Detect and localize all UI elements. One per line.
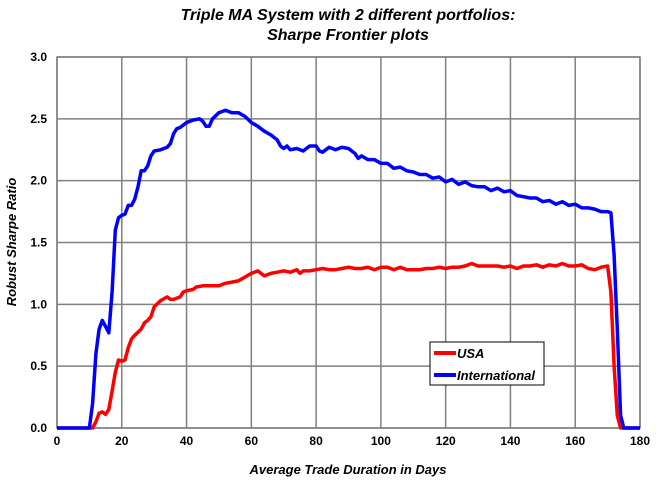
y-tick-label: 3.0 xyxy=(30,50,47,64)
y-tick-label: 2.5 xyxy=(30,112,47,126)
chart-title-line-2: Sharpe Frontier plots xyxy=(267,27,429,44)
series-lines xyxy=(57,108,640,430)
x-tick-label: 160 xyxy=(565,434,585,448)
x-tick-label: 140 xyxy=(500,434,520,448)
legend-label-usa: USA xyxy=(457,346,484,361)
x-tick-label: 100 xyxy=(371,434,391,448)
x-tick-label: 0 xyxy=(54,434,61,448)
y-tick-label: 0.5 xyxy=(30,359,47,373)
y-axis-label: Robust Sharpe Ratio xyxy=(4,178,19,307)
y-tick-label: 0.0 xyxy=(30,421,47,435)
x-axis-ticks: 0 20 40 60 80 100 120 140 160 180 xyxy=(54,434,651,448)
series-line-international xyxy=(57,108,640,430)
x-axis-label: Average Trade Duration in Days xyxy=(249,462,447,477)
legend: USA International xyxy=(429,341,545,386)
x-tick-label: 20 xyxy=(115,434,129,448)
y-axis-ticks: 0.0 0.5 1.0 1.5 2.0 2.5 3.0 xyxy=(30,50,47,435)
x-tick-label: 80 xyxy=(309,434,323,448)
x-tick-label: 60 xyxy=(245,434,259,448)
chart-title-line-1: Triple MA System with 2 different portfo… xyxy=(181,7,516,24)
legend-label-international: International xyxy=(457,368,535,383)
x-tick-label: 180 xyxy=(630,434,650,448)
grid xyxy=(56,56,641,429)
x-tick-label: 120 xyxy=(436,434,456,448)
y-tick-label: 2.0 xyxy=(30,174,47,188)
y-tick-label: 1.0 xyxy=(30,297,47,311)
series-line-usa xyxy=(57,261,640,430)
y-tick-label: 1.5 xyxy=(30,236,47,250)
x-tick-label: 40 xyxy=(180,434,194,448)
